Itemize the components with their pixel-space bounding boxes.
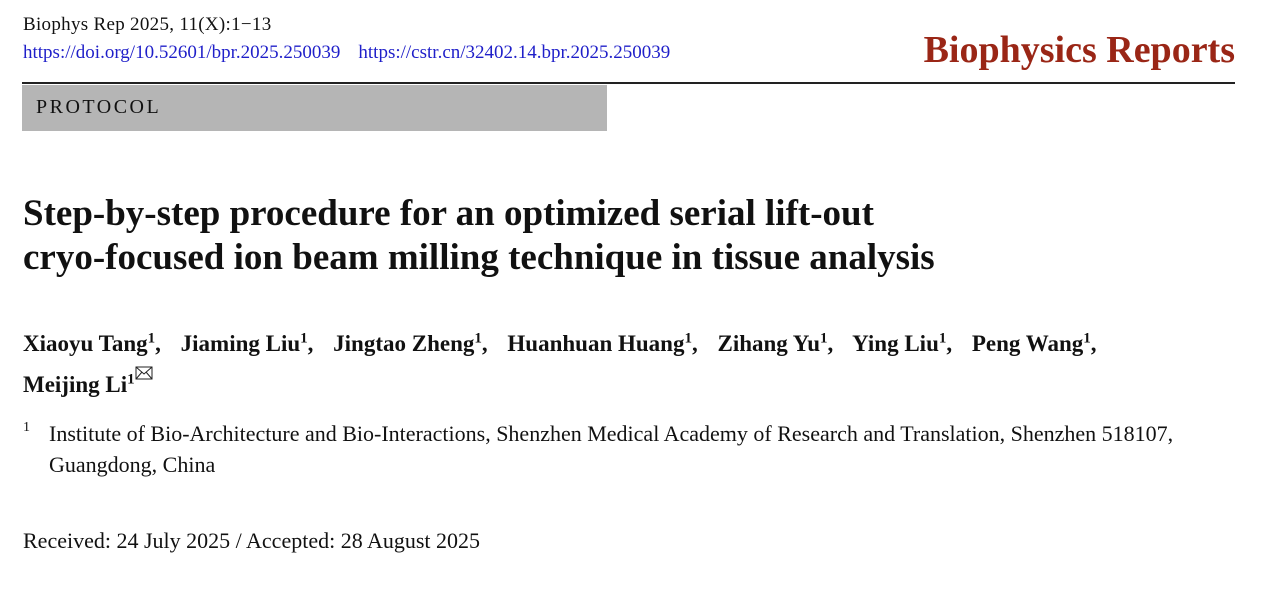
author-affiliation: 1 xyxy=(820,330,828,346)
author-affiliation: 1 xyxy=(1083,330,1091,346)
author: Jiaming Liu1, xyxy=(180,330,314,356)
email-icon[interactable] xyxy=(135,366,153,380)
author-separator: , xyxy=(155,330,161,356)
title-line: Step-by-step procedure for an optimized … xyxy=(23,193,874,234)
affiliation-text: Institute of Bio-Architecture and Bio-In… xyxy=(49,421,1174,477)
author-affiliation: 1 xyxy=(127,371,135,388)
authors: Xiaoyu Tang1, Jiaming Liu1, Jingtao Zhen… xyxy=(23,320,1203,403)
author-separator: , xyxy=(1090,330,1097,356)
author-name: Xiaoyu Tang xyxy=(23,330,148,356)
author-name: Ying Liu xyxy=(852,330,939,356)
affiliation-marker: 1 xyxy=(23,420,30,435)
title: Step-by-step procedure for an optimized … xyxy=(23,192,935,280)
author: Zihang Yu1, xyxy=(717,330,834,356)
author-affiliation: 1 xyxy=(147,330,156,346)
affiliation: 1 Institute of Bio-Architecture and Bio-… xyxy=(23,418,1238,480)
author-name: Meijing Li xyxy=(23,372,128,398)
author-affiliation: 1 xyxy=(684,330,692,346)
author: Ying Liu1, xyxy=(852,330,953,356)
section-label: PROTOCOL xyxy=(36,96,162,118)
author: Xiaoyu Tang1, xyxy=(23,330,161,356)
author-name: Jingtao Zheng xyxy=(333,330,475,356)
author-separator: , xyxy=(307,330,314,356)
author: Peng Wang1, xyxy=(971,330,1097,356)
dates: Received: 24 July 2025 / Accepted: 28 Au… xyxy=(23,528,481,553)
citation: Biophys Rep 2025, 11(X):1−13 xyxy=(23,14,272,35)
author: Huanhuan Huang1, xyxy=(507,330,698,356)
section-box: PROTOCOL xyxy=(22,85,607,131)
author-affiliation: 1 xyxy=(300,330,308,346)
journal-name: Biophysics Reports xyxy=(923,29,1235,71)
author-affiliation: 1 xyxy=(938,330,947,346)
author-separator: , xyxy=(481,330,488,356)
author-separator: , xyxy=(691,330,698,356)
cstr-link[interactable]: https://cstr.cn/32402.14.bpr.2025.250039 xyxy=(358,42,671,63)
author-affiliation: 1 xyxy=(474,330,482,346)
author-name: Jiaming Liu xyxy=(180,330,301,356)
author-separator: , xyxy=(827,330,834,356)
author: Meijing Li1 xyxy=(23,366,153,398)
author-name: Peng Wang xyxy=(971,330,1084,356)
header-rule xyxy=(22,82,1235,84)
title-line: cryo-focused ion beam milling technique … xyxy=(23,237,935,278)
doi-link[interactable]: https://doi.org/10.52601/bpr.2025.250039 xyxy=(23,42,341,63)
links: https://doi.org/10.52601/bpr.2025.250039… xyxy=(23,42,688,64)
author-name: Huanhuan Huang xyxy=(507,330,685,356)
author: Jingtao Zheng1, xyxy=(333,330,488,356)
author-name: Zihang Yu xyxy=(717,330,820,356)
author-separator: , xyxy=(946,330,953,356)
